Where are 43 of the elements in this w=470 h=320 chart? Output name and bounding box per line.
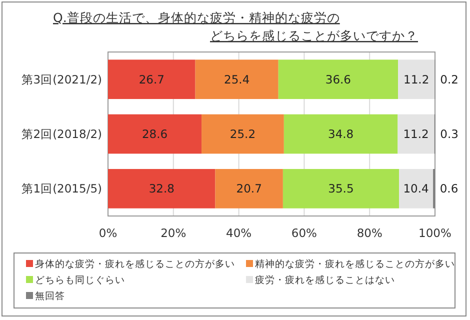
data-label: 0.2 (440, 72, 458, 86)
legend-label: どちらも同じぐらい (35, 275, 125, 286)
data-label: 32.8 (148, 182, 174, 196)
bar (398, 60, 435, 100)
bar (202, 114, 284, 154)
bar (278, 60, 398, 100)
x-tick-label: 100% (418, 226, 452, 240)
chart-subtitle: どちらを感じることが多いですか？ (210, 28, 418, 43)
bar (398, 114, 434, 154)
data-label: 10.4 (403, 182, 429, 196)
data-label: 35.5 (328, 182, 354, 196)
bar (108, 114, 202, 154)
bar (195, 60, 278, 100)
bar (108, 168, 216, 208)
legend-label: 無回答 (35, 290, 65, 302)
data-label: 11.2 (403, 127, 429, 141)
data-label: 20.7 (236, 182, 262, 196)
data-label: 0.6 (440, 182, 458, 196)
x-tick-label: 20% (160, 226, 186, 240)
legend-label: 疲労・疲れを感じることはない (255, 274, 395, 286)
bar (282, 168, 400, 208)
bar (284, 114, 398, 154)
data-label: 26.7 (138, 72, 164, 86)
y-tick-label: 第1回(2015/5) (21, 182, 102, 196)
y-tick-label: 第3回(2021/2) (21, 72, 102, 86)
bar (108, 60, 196, 100)
data-label: 25.2 (230, 127, 256, 141)
data-label: 11.2 (404, 72, 430, 86)
chart-title: Q.普段の生活で、身体的な疲労・精神的な疲労の (53, 10, 340, 25)
x-tick-label: 40% (226, 226, 252, 240)
data-label: 25.4 (224, 72, 250, 86)
x-tick-label: 60% (291, 226, 318, 240)
data-label: 0.3 (440, 127, 458, 141)
legend-label: 身体的な疲労・疲れを感じることの方が多い (35, 258, 235, 270)
data-label: 34.8 (328, 127, 354, 141)
bar (399, 168, 434, 208)
bar (215, 168, 283, 208)
data-label: 28.6 (142, 127, 168, 141)
legend-label: 精神的な疲労・疲れを感じることの方が多い (255, 258, 455, 270)
y-tick-label: 第2回(2018/2) (21, 127, 102, 141)
x-tick-label: 80% (356, 226, 382, 240)
x-tick-label: 0% (98, 226, 118, 240)
data-label: 36.6 (325, 72, 352, 86)
